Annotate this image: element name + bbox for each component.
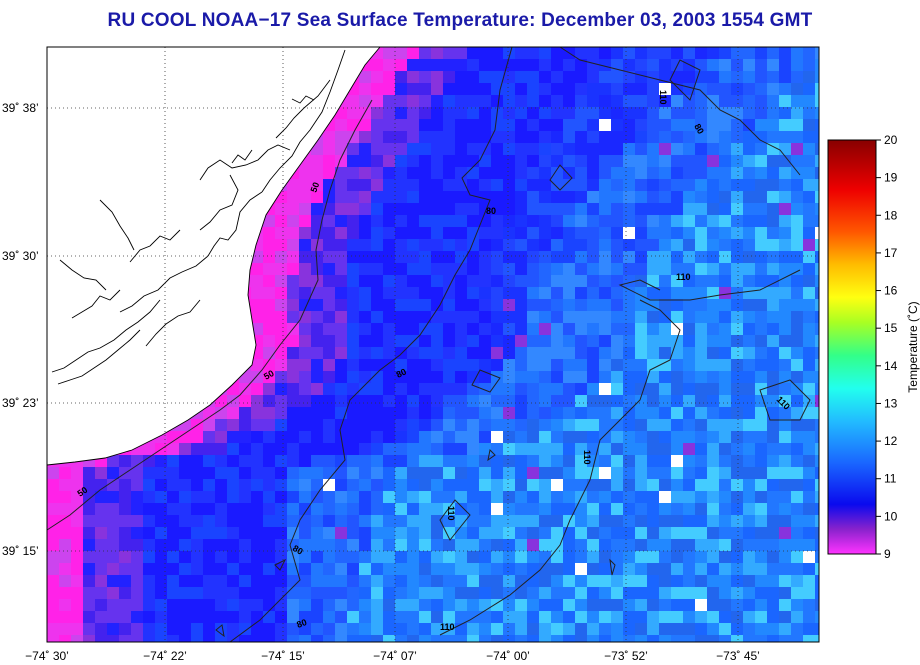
lon-tick-label: −74˚ 07’ (373, 649, 417, 663)
contour-label: 80 (395, 367, 408, 380)
latitude-axis: 39˚ 38’ 39˚ 30’ 39˚ 23’ 39˚ 15’ (2, 101, 39, 558)
colorbar: 20 19 18 17 16 15 14 13 12 11 10 9 Temperature (˚C) (827, 133, 920, 561)
lon-tick-label: −74˚ 00’ (486, 649, 530, 663)
colorbar-tick-label: 18 (884, 208, 898, 222)
contour-label: 80 (291, 543, 305, 557)
land-mask (47, 47, 380, 465)
contour-label: 50 (262, 368, 276, 382)
map-frame (46, 46, 820, 643)
graticule (47, 47, 819, 642)
contour-label: 80 (295, 617, 308, 630)
contour-label: 80 (692, 122, 706, 136)
contour-label: 110 (658, 90, 668, 105)
lat-tick-label: 39˚ 15’ (2, 544, 39, 558)
lat-tick-label: 39˚ 23’ (2, 396, 39, 410)
colorbar-tick-label: 9 (884, 547, 891, 561)
lat-tick-label: 39˚ 30’ (2, 249, 39, 263)
lon-tick-label: −74˚ 15’ (261, 649, 305, 663)
lon-tick-label: −73˚ 52’ (604, 649, 648, 663)
colorbar-tick-label: 14 (884, 359, 898, 373)
colorbar-tick-label: 19 (884, 171, 898, 185)
contour-label: 110 (582, 450, 592, 465)
colorbar-tick-label: 10 (884, 509, 898, 523)
contour-label: 110 (446, 506, 456, 521)
colorbar-label: Temperature (˚C) (906, 301, 920, 392)
lat-tick-label: 39˚ 38’ (2, 101, 39, 115)
colorbar-tick-label: 12 (884, 434, 898, 448)
contour-label: 110 (440, 622, 455, 632)
contour-label: 50 (75, 485, 89, 499)
lon-tick-label: −73˚ 45’ (716, 649, 760, 663)
colorbar-tick-label: 15 (884, 321, 898, 335)
map-title: RU COOL NOAA−17 Sea Surface Temperature:… (107, 10, 813, 31)
lon-tick-label: −74˚ 22’ (143, 649, 187, 663)
longitude-axis: −74˚ 30’ −74˚ 22’ −74˚ 15’ −74˚ 07’ −74˚… (25, 649, 760, 663)
colorbar-tick-label: 17 (884, 246, 898, 260)
colorbar-tick-label: 13 (884, 396, 898, 410)
contour-label: 110 (676, 272, 691, 282)
isobath-contours (46, 46, 811, 643)
lon-tick-label: −74˚ 30’ (25, 649, 69, 663)
contour-label: 50 (308, 181, 321, 194)
contour-label: 80 (486, 206, 496, 216)
colorbar-tick-label: 16 (884, 284, 898, 298)
coastline (46, 46, 381, 466)
colorbar-tick-label: 11 (884, 472, 897, 486)
colorbar-gradient (827, 139, 877, 555)
colorbar-tick-label: 20 (884, 133, 898, 147)
